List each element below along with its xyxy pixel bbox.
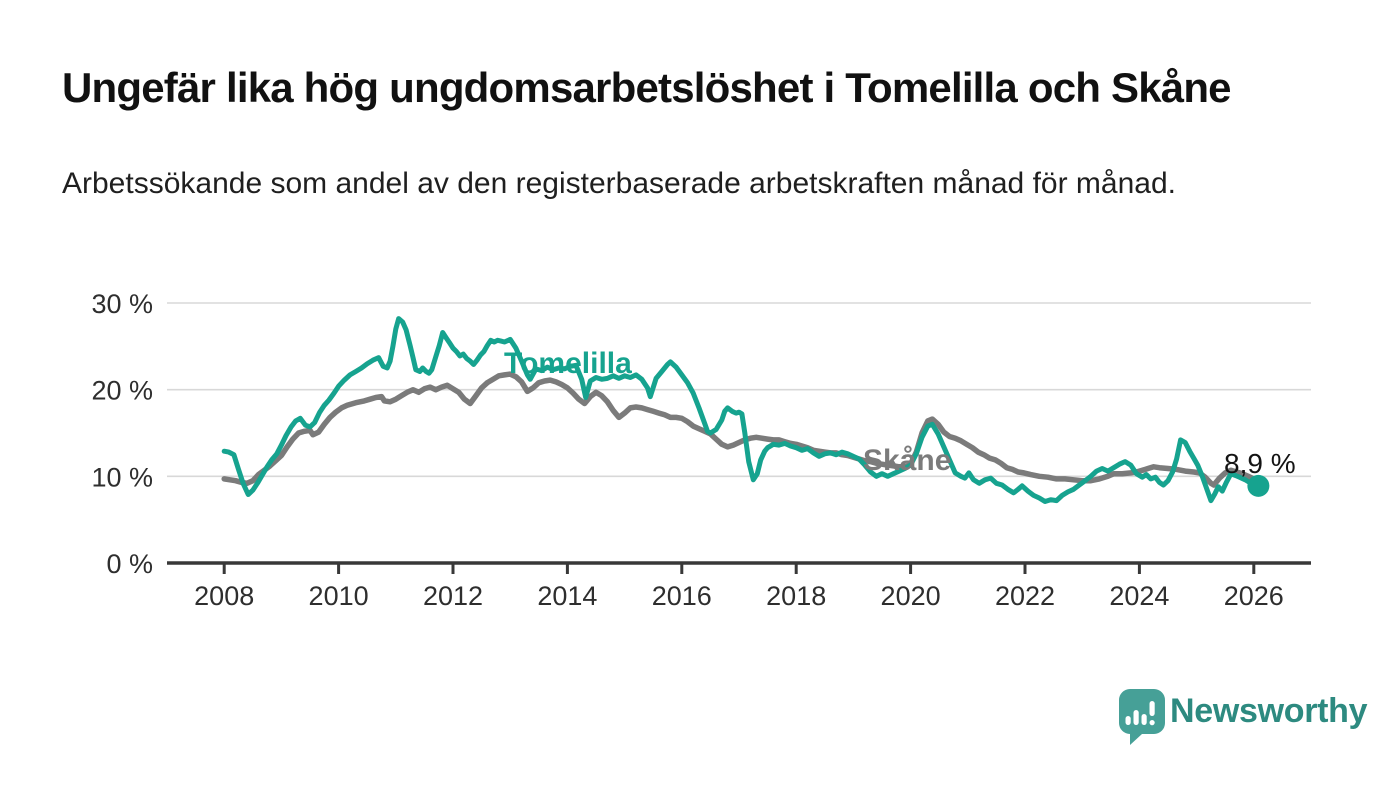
x-tick-label: 2014: [537, 581, 597, 611]
branding: Newsworthy: [1112, 686, 1368, 748]
axes: 0 % 10 % 20 % 30 % 2008 2010 2012 2014 2016 2018 2…: [91, 289, 1311, 611]
y-tick-label: 30 %: [91, 289, 153, 319]
y-tick-label: 10 %: [91, 462, 153, 492]
series-label-skane: Skåne: [863, 444, 952, 477]
x-tick-label: 2010: [309, 581, 369, 611]
series-label-tomelilla: Tomelilla: [504, 347, 632, 380]
x-tick-label: 2022: [995, 581, 1055, 611]
x-tick-label: 2012: [423, 581, 483, 611]
series-end-dot: [1247, 474, 1270, 497]
x-tick-label: 2018: [766, 581, 826, 611]
y-tick-label: 0 %: [106, 549, 153, 579]
chart-subtitle: Arbetssökande som andel av den registerb…: [62, 167, 1176, 200]
data-series: [221, 316, 1270, 504]
x-tick-label: 2008: [194, 581, 254, 611]
latest-value-annotation: 8,9 %: [1224, 448, 1296, 479]
brand-name: Newsworthy: [1170, 692, 1368, 730]
x-tick-label: 2024: [1109, 581, 1169, 611]
series-line-skne: [221, 371, 1257, 488]
series-line-tomelilla: [221, 316, 1261, 504]
x-tick-label: 2026: [1224, 581, 1284, 611]
chart-title: Ungefär lika hög ungdomsarbetslöshet i T…: [62, 64, 1232, 111]
y-tick-label: 20 %: [91, 376, 153, 406]
x-tick-label: 2016: [652, 581, 712, 611]
x-tick-label: 2020: [881, 581, 941, 611]
bar-chart-speech-bubble-icon: [1119, 689, 1165, 745]
